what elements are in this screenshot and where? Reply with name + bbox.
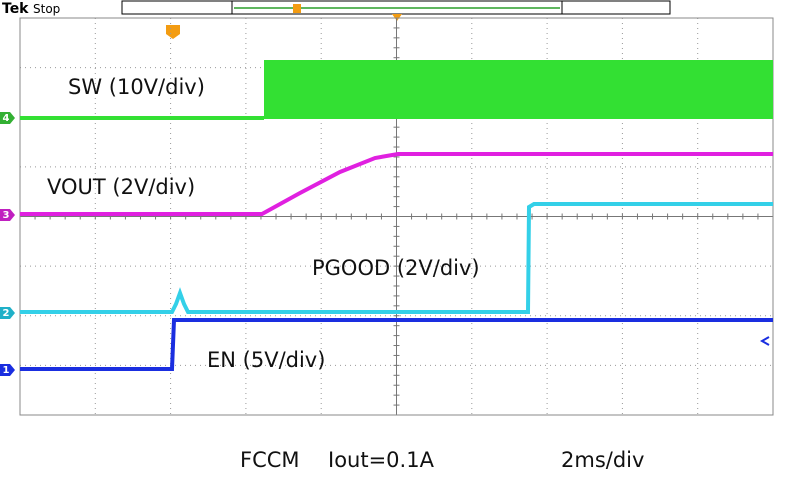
ref-marker <box>759 336 770 346</box>
status: Stop <box>33 2 60 16</box>
trace-label: PGOOD (2V/div) <box>312 256 480 280</box>
sw-switching <box>264 60 773 119</box>
graticule-frame <box>19 17 774 416</box>
channel-marker <box>0 112 15 124</box>
channel-marker <box>0 364 15 376</box>
footer-mode: FCCM <box>240 448 300 472</box>
vout-trace <box>20 152 773 216</box>
trace-label: VOUT (2V/div) <box>47 175 195 199</box>
trace-label: SW (10V/div) <box>68 75 205 99</box>
trigger-pos <box>293 4 301 13</box>
footer-load: Iout=0.1A <box>328 448 435 472</box>
channel-marker <box>0 209 15 221</box>
channel-marker <box>0 307 15 319</box>
channel-number: 4 <box>3 113 10 124</box>
en-trace <box>20 318 773 371</box>
trigger-marker <box>166 25 180 39</box>
channel-number: 3 <box>3 210 10 221</box>
pgood-trace <box>20 202 773 314</box>
channel-number: 1 <box>3 365 10 376</box>
trace-label: EN (5V/div) <box>207 348 325 372</box>
channel-number: 2 <box>3 308 10 319</box>
brand: Tek <box>2 1 29 17</box>
footer-timebase: 2ms/div <box>561 448 644 472</box>
